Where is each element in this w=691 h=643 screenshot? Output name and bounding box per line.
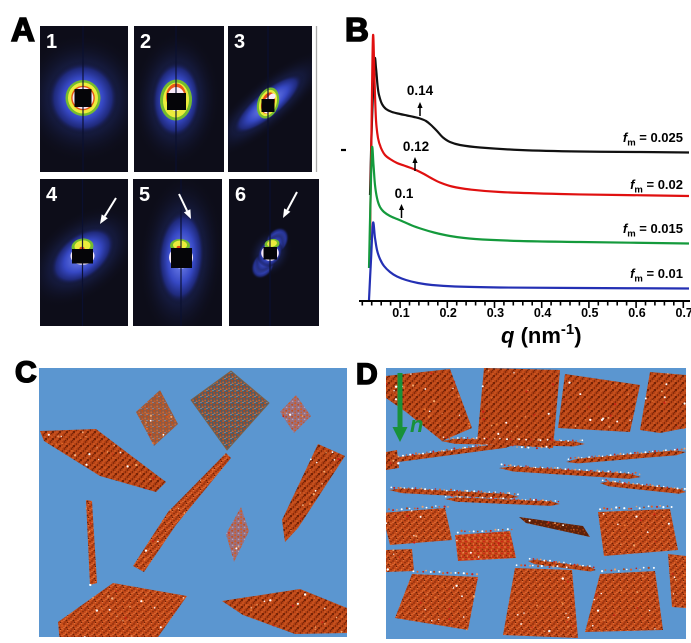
svg-text:3: 3 <box>234 31 245 53</box>
svg-text:0.1: 0.1 <box>392 306 409 320</box>
svg-text:0.6: 0.6 <box>628 306 645 320</box>
svg-text:0.5: 0.5 <box>581 306 598 320</box>
svg-text:0.14: 0.14 <box>407 83 434 98</box>
svg-text:0.1: 0.1 <box>395 186 414 201</box>
svg-text:fm = 0.01: fm = 0.01 <box>630 266 683 285</box>
svg-text:1: 1 <box>46 31 57 53</box>
svg-text:B: B <box>345 11 369 48</box>
svg-text:D: D <box>356 358 378 391</box>
svg-text:A: A <box>11 11 35 48</box>
svg-text:2: 2 <box>140 31 151 53</box>
svg-text:0.12: 0.12 <box>403 139 429 154</box>
svg-text:5: 5 <box>139 184 150 206</box>
svg-text:0.3: 0.3 <box>487 306 504 320</box>
svg-text:fm = 0.025: fm = 0.025 <box>623 130 683 149</box>
svg-text:0.7: 0.7 <box>676 306 691 320</box>
svg-text:0.4: 0.4 <box>534 306 551 320</box>
svg-text:fm = 0.015: fm = 0.015 <box>623 221 683 240</box>
svg-text:C: C <box>15 356 37 389</box>
svg-text:n: n <box>410 412 423 437</box>
svg-text:6: 6 <box>235 184 246 206</box>
svg-text:0.2: 0.2 <box>440 306 457 320</box>
svg-text:4: 4 <box>46 184 58 206</box>
svg-text:fm = 0.02: fm = 0.02 <box>630 177 683 196</box>
